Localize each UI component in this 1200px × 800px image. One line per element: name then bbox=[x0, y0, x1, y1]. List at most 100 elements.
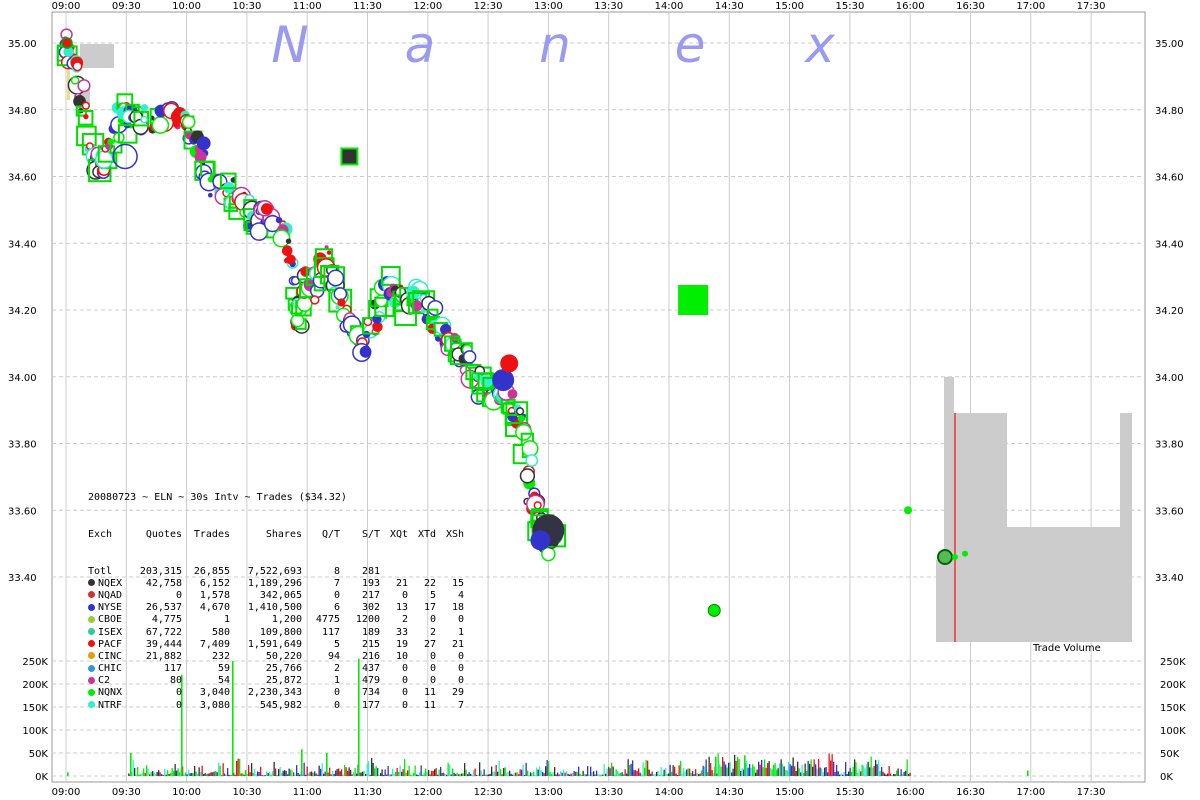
legend-value: 0 bbox=[401, 663, 408, 675]
volume-bar bbox=[681, 773, 683, 776]
legend-value: 580 bbox=[211, 626, 230, 638]
volume-bar bbox=[876, 764, 878, 776]
volume-bar bbox=[219, 765, 221, 776]
volume-bar bbox=[887, 773, 889, 776]
volume-bar bbox=[192, 773, 194, 776]
volume-bar bbox=[728, 762, 730, 776]
price-tick-left: 34.80 bbox=[8, 106, 37, 117]
volume-bar bbox=[449, 764, 451, 776]
volume-bar bbox=[290, 769, 292, 776]
trade-mark bbox=[333, 287, 348, 301]
legend-exchange: Totl bbox=[88, 566, 126, 578]
volume-bar bbox=[345, 767, 347, 776]
volume-tick-right: 0K bbox=[1160, 772, 1173, 783]
legend-value: 4,775 bbox=[151, 614, 182, 626]
legend-row: PACF 39,444 7,409 1,591,649 5 215 19 27 21 bbox=[88, 639, 464, 651]
volume-bar bbox=[719, 764, 721, 776]
volume-bar bbox=[747, 767, 749, 776]
volume-bar bbox=[828, 753, 830, 776]
legend-value: 0 bbox=[457, 663, 464, 675]
volume-bar bbox=[789, 764, 791, 776]
trade-mark bbox=[427, 299, 444, 316]
volume-bar bbox=[773, 764, 775, 776]
legend-exchange-label: NQEX bbox=[98, 577, 123, 589]
volume-bar bbox=[515, 772, 517, 776]
legend-row: NQNX 0 3,040 2,230,343 0 734 0 11 29 bbox=[88, 687, 464, 699]
trade-mark bbox=[117, 124, 138, 144]
volume-bar bbox=[285, 770, 287, 776]
price-tick-right: 34.00 bbox=[1155, 373, 1184, 384]
volume-bar bbox=[428, 769, 430, 776]
volume-bar bbox=[341, 769, 343, 776]
legend-exchange: NQEX bbox=[88, 578, 126, 590]
volume-bar bbox=[809, 763, 811, 776]
x-tick-label-top: 13:30 bbox=[594, 1, 623, 12]
volume-bar bbox=[888, 765, 890, 776]
legend-exchange-label: ISEX bbox=[98, 626, 123, 638]
volume-bar bbox=[276, 774, 278, 776]
volume-bar bbox=[320, 768, 322, 776]
legend-value: 342,065 bbox=[259, 589, 302, 601]
legend-exchange-label: CBOE bbox=[98, 614, 123, 626]
trade-volume-bar bbox=[936, 560, 946, 642]
volume-bar bbox=[504, 767, 506, 776]
volume-bar bbox=[860, 771, 862, 776]
volume-bar bbox=[851, 772, 853, 776]
volume-bar bbox=[392, 768, 394, 776]
volume-bar bbox=[629, 764, 631, 776]
volume-bar bbox=[272, 771, 274, 776]
legend-exchange: NQAD bbox=[88, 590, 126, 602]
legend-row: NQAD 0 1,578 342,065 0 217 0 5 4 bbox=[88, 590, 464, 602]
trade-mark bbox=[285, 238, 292, 244]
volume-bar bbox=[704, 766, 706, 776]
volume-bar bbox=[813, 759, 815, 776]
volume-bar bbox=[342, 774, 344, 776]
volume-bar bbox=[266, 771, 268, 776]
trade-mark bbox=[181, 115, 196, 129]
volume-bar bbox=[822, 772, 824, 776]
x-tick-label-bottom: 16:30 bbox=[956, 787, 985, 798]
volume-bar bbox=[518, 774, 520, 776]
x-tick-label-top: 15:30 bbox=[835, 1, 864, 12]
volume-bar bbox=[776, 769, 778, 776]
legend-value: 177 bbox=[361, 699, 380, 711]
volume-bar bbox=[173, 771, 175, 776]
volume-bar bbox=[692, 771, 694, 776]
volume-bar bbox=[254, 768, 256, 776]
legend-value: 0 bbox=[175, 699, 182, 711]
volume-bar bbox=[201, 765, 203, 776]
trade-mark bbox=[519, 468, 536, 484]
volume-bar bbox=[447, 762, 449, 776]
volume-bar bbox=[696, 772, 698, 776]
x-tick-label-bottom: 15:00 bbox=[775, 787, 804, 798]
price-tick-right: 33.40 bbox=[1155, 573, 1184, 584]
legend-value: 437 bbox=[361, 663, 380, 675]
volume-bar bbox=[380, 773, 382, 776]
trade-mark bbox=[133, 110, 149, 127]
volume-bar bbox=[411, 774, 413, 776]
legend-row: NYSE 26,537 4,670 1,410,500 6 302 13 17 18 bbox=[88, 602, 464, 614]
legend-value: 17 bbox=[423, 602, 436, 614]
volume-bar bbox=[780, 759, 782, 776]
volume-bar bbox=[617, 771, 619, 776]
legend-value: 0 bbox=[401, 675, 408, 687]
volume-bar bbox=[668, 773, 670, 776]
volume-bar bbox=[833, 761, 835, 776]
legend-value: 479 bbox=[361, 675, 380, 687]
volume-bar bbox=[870, 756, 872, 776]
legend-rows: Totl 203,315 26,855 7,522,693 8 281 NQEX 42,758… bbox=[88, 566, 464, 712]
volume-bars bbox=[67, 658, 1029, 776]
volume-spike bbox=[855, 762, 857, 776]
legend-header-cell: Trades bbox=[193, 529, 230, 540]
volume-bar bbox=[894, 774, 896, 776]
volume-bar bbox=[540, 770, 542, 776]
trade-mark bbox=[515, 423, 533, 441]
volume-bar bbox=[597, 774, 599, 776]
volume-bar bbox=[675, 773, 677, 776]
x-tick-label-top: 13:00 bbox=[534, 1, 563, 12]
volume-bar bbox=[317, 774, 319, 776]
volume-bar bbox=[159, 772, 161, 776]
volume-bar bbox=[684, 771, 686, 776]
volume-bar bbox=[399, 765, 401, 776]
legend-value: 2 bbox=[429, 626, 436, 638]
